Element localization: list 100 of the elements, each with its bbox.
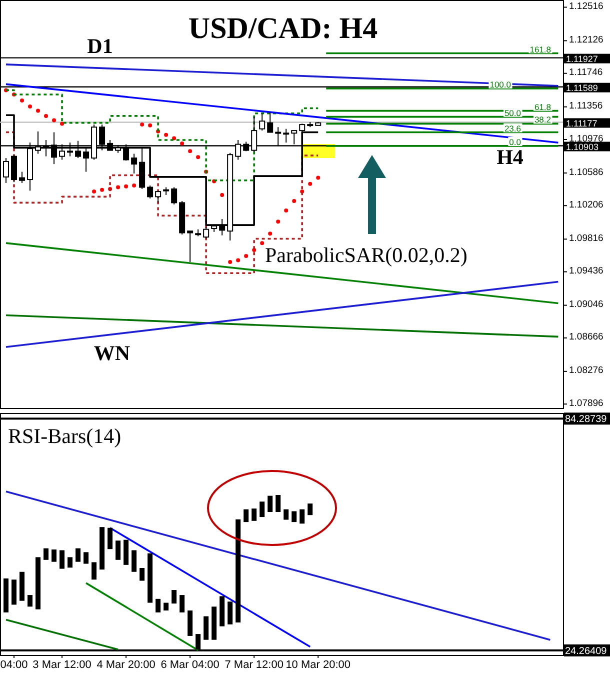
y-tick-label: 1.08666 bbox=[569, 332, 604, 343]
point bbox=[60, 122, 64, 126]
y-tick-label: 1.12126 bbox=[569, 34, 604, 46]
bar bbox=[28, 595, 33, 607]
bar bbox=[20, 572, 25, 601]
x-tick-label: 10 Mar 20:00 bbox=[286, 659, 351, 671]
y-tick-label: 1.09436 bbox=[569, 266, 604, 277]
y-tick-label: 1.10206 bbox=[569, 199, 604, 210]
y-tick-label: 1.07896 bbox=[569, 398, 604, 409]
point bbox=[244, 254, 248, 258]
bar bbox=[84, 552, 89, 564]
bar bbox=[156, 598, 161, 612]
x-tick-label: 7 Mar 12:00 bbox=[224, 659, 284, 671]
bar bbox=[108, 528, 113, 550]
annotation: 50.0 bbox=[504, 108, 522, 118]
y-tick-label: 1.09816 bbox=[569, 232, 604, 244]
bar bbox=[252, 508, 257, 521]
y-tick-label: 84.28739 bbox=[565, 414, 608, 426]
bar bbox=[148, 553, 153, 603]
y-tick-label: 1.11356 bbox=[569, 100, 603, 112]
point bbox=[196, 155, 200, 160]
bar bbox=[116, 540, 121, 560]
y-tick-label: 1.08276 bbox=[569, 365, 604, 376]
candlestick bbox=[259, 112, 266, 132]
bar bbox=[52, 549, 57, 562]
candlestick bbox=[155, 190, 162, 204]
point bbox=[284, 208, 288, 212]
annotation: 100.0 bbox=[490, 79, 512, 90]
bar bbox=[268, 496, 273, 512]
point bbox=[220, 192, 224, 197]
point bbox=[148, 123, 152, 128]
bar bbox=[276, 495, 281, 512]
annotation: 23.6 bbox=[504, 123, 522, 134]
ref-line-label: 1.11589 bbox=[566, 82, 598, 93]
bar bbox=[124, 540, 129, 565]
y-tick-label: 24.26409 bbox=[565, 646, 608, 657]
point bbox=[52, 118, 56, 122]
point bbox=[36, 108, 40, 113]
point bbox=[308, 182, 312, 186]
bar bbox=[100, 527, 105, 570]
candlestick bbox=[283, 128, 290, 144]
bar bbox=[36, 557, 41, 610]
bar bbox=[68, 557, 73, 568]
annotation: ParabolicSAR(0.02,0.2) bbox=[265, 243, 468, 267]
x-tick-label: 4 Mar 20:00 bbox=[96, 659, 156, 671]
bar bbox=[260, 502, 265, 518]
x-tick-label: 6 Mar 04:00 bbox=[160, 659, 220, 671]
point bbox=[44, 114, 48, 118]
annotation: H4 bbox=[496, 145, 524, 169]
bar bbox=[284, 509, 289, 520]
point bbox=[132, 184, 136, 188]
bar bbox=[140, 568, 145, 581]
bar bbox=[92, 562, 97, 580]
bar bbox=[300, 509, 305, 524]
y-tick-label: 1.10976 bbox=[569, 133, 604, 144]
candlestick bbox=[187, 230, 194, 262]
point bbox=[116, 185, 120, 190]
bar bbox=[204, 616, 209, 640]
bar bbox=[164, 602, 169, 610]
ref-line-label: 1.11177 bbox=[566, 118, 598, 128]
ref-line-label: 1.10903 bbox=[566, 142, 599, 152]
candlestick bbox=[131, 153, 138, 174]
point bbox=[28, 104, 32, 109]
y-tick-label: 1.09046 bbox=[569, 299, 604, 310]
annotation: D1 bbox=[87, 34, 113, 58]
candlestick bbox=[267, 112, 274, 133]
point bbox=[100, 188, 104, 192]
bar bbox=[188, 610, 193, 636]
point bbox=[260, 241, 264, 246]
y-tick-label: 1.11746 bbox=[569, 67, 603, 78]
bar bbox=[60, 550, 65, 569]
bar bbox=[228, 602, 233, 624]
bar bbox=[44, 548, 49, 560]
point bbox=[164, 132, 168, 137]
point bbox=[124, 184, 128, 188]
annotation: WN bbox=[94, 341, 130, 365]
bar bbox=[220, 596, 225, 626]
point bbox=[276, 220, 280, 224]
point bbox=[188, 149, 192, 154]
bar bbox=[4, 578, 8, 612]
point bbox=[92, 190, 96, 194]
x-tick-label: 04:00 bbox=[0, 659, 28, 671]
point bbox=[268, 232, 272, 236]
bar bbox=[212, 606, 217, 640]
candlestick bbox=[147, 185, 154, 199]
chart-title: USD/CAD: H4 bbox=[188, 12, 378, 45]
ref-line-label: 1.11927 bbox=[566, 54, 598, 64]
point bbox=[228, 260, 232, 264]
bar bbox=[76, 548, 81, 562]
point bbox=[180, 141, 184, 146]
candlestick bbox=[171, 186, 178, 205]
text: RSI-Bars(14) bbox=[8, 424, 122, 448]
point bbox=[20, 98, 24, 102]
bar bbox=[292, 511, 297, 522]
candlestick bbox=[11, 154, 18, 183]
bar bbox=[308, 504, 313, 516]
y-tick-label: 1.10586 bbox=[569, 166, 604, 178]
bar bbox=[12, 580, 17, 605]
annotation: 161.8 bbox=[530, 44, 552, 54]
point bbox=[140, 122, 144, 127]
